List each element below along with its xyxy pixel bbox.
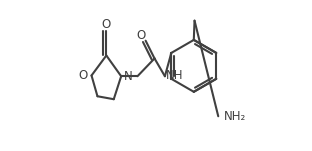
Text: NH: NH: [166, 69, 183, 82]
Text: NH₂: NH₂: [223, 110, 246, 123]
Text: O: O: [78, 69, 87, 82]
Text: N: N: [124, 71, 133, 84]
Text: O: O: [102, 18, 111, 31]
Text: O: O: [137, 29, 146, 42]
